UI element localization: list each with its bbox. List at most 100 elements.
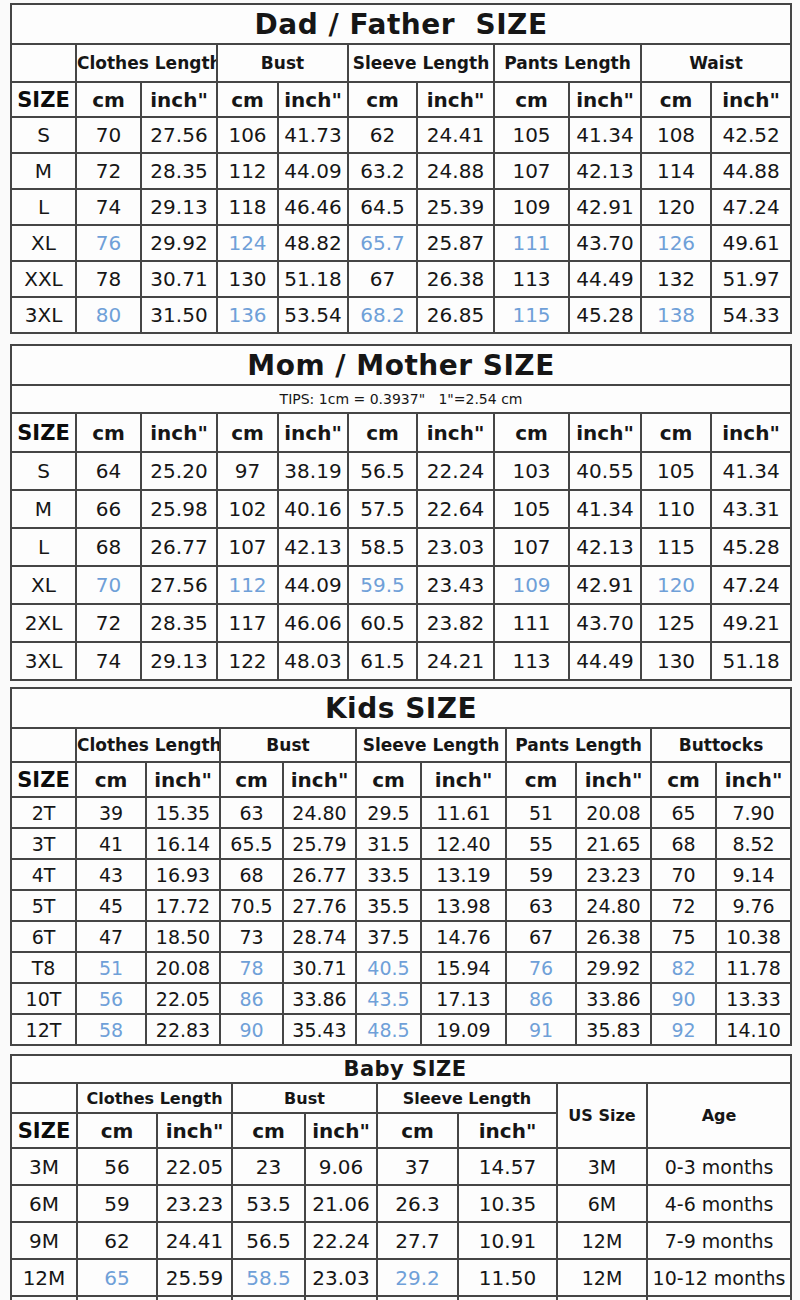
kids-title-row: Kids SIZE [11,688,791,728]
column-header-inch: inch" [711,413,791,452]
value-cell-inch: 11.78 [716,952,791,983]
value-cell-inch: 26.38 [576,921,651,952]
value-cell-cm: 70 [76,117,141,153]
value-cell-cm: 47 [76,921,146,952]
value-cell-inch: 24.80 [283,797,356,828]
value-cell-cm: 48.5 [356,1014,421,1045]
value-cell-inch: 30.71 [283,952,356,983]
value-cell-cm: 74 [76,189,141,225]
value-cell-inch: 20.08 [576,797,651,828]
value-cell-inch: 42.13 [278,528,348,566]
value-cell-inch: 12.40 [421,828,506,859]
value-cell-inch: 26.85 [417,297,494,333]
column-header-cm: cm [220,762,283,797]
value-cell-cm: 70.5 [220,890,283,921]
value-cell-inch: 10.91 [458,1222,557,1259]
value-cell-inch: 49.21 [711,604,791,642]
value-cell-cm: 35.5 [356,890,421,921]
size-label: 18M [11,1296,77,1300]
dad-table-title: Dad / Father SIZE [11,4,791,44]
column-header-size: SIZE [11,762,76,797]
value-cell-inch: 22.64 [417,490,494,528]
age-cell: 7-9 months [647,1222,791,1259]
value-cell-cm: 111 [494,604,569,642]
value-cell-inch: 15.94 [421,952,506,983]
value-cell-inch: 29.13 [141,642,217,680]
group-header-clothes-length: Clothes Length [76,728,220,762]
value-cell-inch: 53.54 [278,297,348,333]
value-cell-cm: 113 [494,261,569,297]
value-cell-inch: 13.33 [716,983,791,1014]
dad-size-row-m: M7228.3511244.0963.224.8810742.1311444.8… [11,153,791,189]
value-cell-cm: 106 [217,117,278,153]
size-label: 3XL [11,642,76,680]
dad-table-body: Dad / Father SIZEClothes LengthBustSleev… [11,4,791,333]
value-cell-cm: 59.5 [348,566,417,604]
value-cell-inch: 46.06 [278,604,348,642]
column-header-inch: inch" [146,762,220,797]
value-cell-cm: 59 [506,859,576,890]
value-cell-inch: 14.10 [716,1014,791,1045]
value-cell-cm: 107 [494,528,569,566]
baby-corner-cell [11,1083,77,1113]
value-cell-inch: 30.71 [141,261,217,297]
value-cell-cm: 43.5 [356,983,421,1014]
value-cell-cm: 122 [217,642,278,680]
value-cell-inch: 42.91 [569,189,641,225]
value-cell-cm: 73 [220,921,283,952]
kids-size-row-12t: 12T5822.839035.4348.519.099135.839214.10 [11,1014,791,1045]
value-cell-inch: 11.61 [421,797,506,828]
mom-unit-header-row: SIZEcminch"cminch"cminch"cminch"cminch" [11,413,791,452]
mom-size-row-xl: XL7027.5611244.0959.523.4310942.9112047.… [11,566,791,604]
value-cell-inch: 48.82 [278,225,348,261]
column-header-size: SIZE [11,1113,77,1148]
value-cell-inch: 29.92 [576,952,651,983]
value-cell-inch: 47.24 [711,189,791,225]
value-cell-inch: 23.03 [305,1259,377,1296]
value-cell-inch: 22.24 [305,1222,377,1259]
value-cell-cm: 57.5 [348,490,417,528]
value-cell-inch: 51.18 [711,642,791,680]
value-cell-inch: 13.19 [421,859,506,890]
value-cell-cm: 29.5 [356,797,421,828]
value-cell-cm: 29.2 [377,1259,458,1296]
dad-size-row-s: S7027.5610641.736224.4110541.3410842.52 [11,117,791,153]
value-cell-inch: 21.06 [305,1185,377,1222]
value-cell-inch: 9.06 [305,1148,377,1185]
value-cell-cm: 39 [76,797,146,828]
value-cell-cm: 67 [506,921,576,952]
dad-corner-cell [11,44,76,82]
value-cell-cm: 66 [76,490,141,528]
column-header-cm: cm [76,82,141,117]
value-cell-cm: 58.5 [348,528,417,566]
size-label: 12M [11,1259,77,1296]
value-cell-inch: 14.57 [458,1148,557,1185]
column-header-cm: cm [348,413,417,452]
value-cell-inch: 33.86 [576,983,651,1014]
value-cell-cm: 31.5 [356,828,421,859]
value-cell-inch: 7.90 [716,797,791,828]
value-cell-inch: 23.43 [417,566,494,604]
value-cell-cm: 74 [76,642,141,680]
group-header-sleeve-length: Sleeve Length [348,44,494,82]
value-cell-cm: 112 [217,566,278,604]
dad-title-row: Dad / Father SIZE [11,4,791,44]
value-cell-cm: 110 [641,490,711,528]
group-header-clothes-length: Clothes Length [77,1083,232,1113]
baby-size-row-3m: 3M5622.05239.063714.573M0-3 months [11,1148,791,1185]
column-header-inch: inch" [716,762,791,797]
value-cell-inch: 9.76 [716,890,791,921]
group-header-bust: Bust [217,44,348,82]
column-header-age: Age [647,1083,791,1148]
value-cell-cm: 51 [506,797,576,828]
value-cell-inch: 44.49 [569,642,641,680]
value-cell-inch: 25.59 [157,1259,232,1296]
column-header-inch: inch" [141,82,217,117]
value-cell-cm: 63 [506,890,576,921]
value-cell-cm: 72 [76,153,141,189]
value-cell-inch: 20.08 [146,952,220,983]
size-label: 3M [11,1148,77,1185]
value-cell-inch: 10.35 [458,1185,557,1222]
value-cell-inch: 43.70 [569,604,641,642]
column-header-us-size: US Size [557,1083,647,1148]
